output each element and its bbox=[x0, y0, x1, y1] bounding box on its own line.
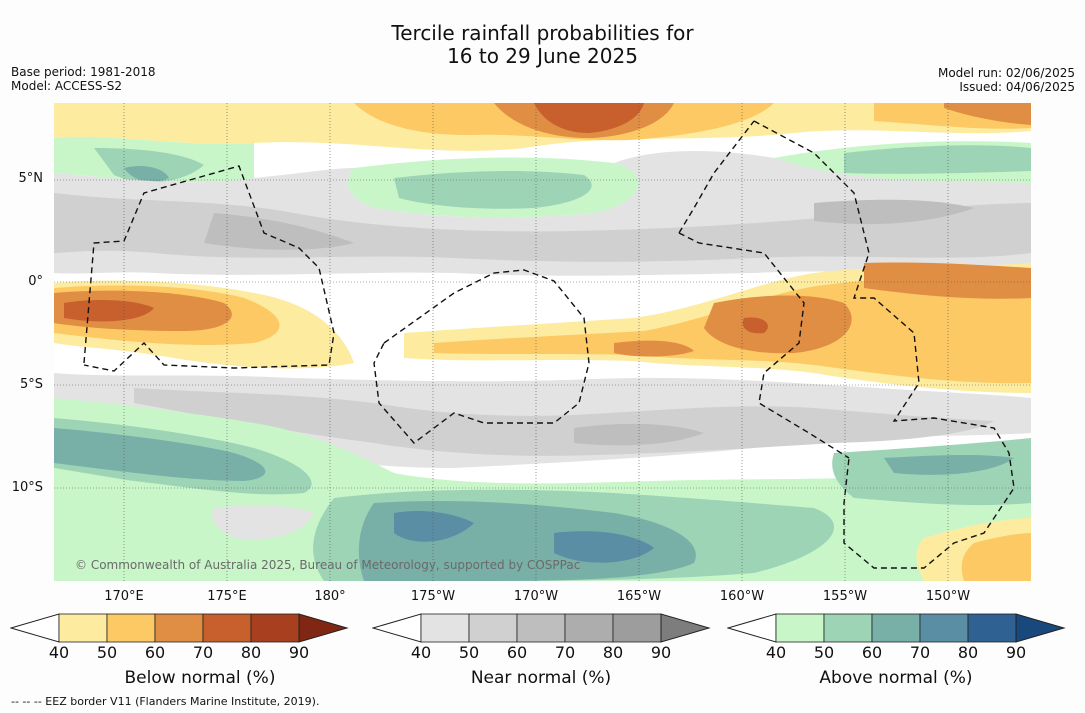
colorbar-label-above-normal: Above normal (%) bbox=[819, 668, 973, 688]
cb1-tick-90: 90 bbox=[650, 643, 672, 662]
colorbar-segment bbox=[871, 613, 921, 643]
cb2-tick-40: 40 bbox=[765, 643, 787, 662]
colorbar-segment bbox=[58, 613, 108, 643]
below-normal-central-peak-2 bbox=[864, 262, 1031, 299]
colorbar-segment bbox=[106, 613, 156, 643]
eez-border-central bbox=[373, 269, 590, 444]
above-normal-north-west-peak bbox=[124, 166, 169, 182]
title-line-2: 16 to 29 June 2025 bbox=[447, 44, 638, 68]
colorbar-segment bbox=[967, 613, 1017, 643]
colorbar-segment bbox=[202, 613, 252, 643]
colorbar-extend-high bbox=[1015, 613, 1066, 643]
model-name: Model: ACCESS-S2 bbox=[11, 79, 123, 93]
colorbar-segment bbox=[564, 613, 614, 643]
above-normal-north-central-core bbox=[394, 171, 592, 209]
colorbar-segment bbox=[919, 613, 969, 643]
cb2-tick-80: 80 bbox=[957, 643, 979, 662]
lon-label-170w: 170°W bbox=[513, 589, 559, 604]
colorbar-extend-high bbox=[298, 613, 349, 643]
near-normal-band-south-core bbox=[134, 388, 994, 456]
cb0-tick-70: 70 bbox=[192, 643, 214, 662]
below-normal-north-max bbox=[534, 103, 644, 133]
issued-date: Issued: 04/06/2025 bbox=[959, 80, 1075, 94]
eez-border-east bbox=[753, 120, 1015, 569]
metadata-left: Base period: 1981-2018 Model: ACCESS-S2 bbox=[11, 65, 156, 93]
near-normal-band-north-peak-2 bbox=[814, 199, 974, 225]
lat-label-5s: 5°S bbox=[19, 377, 43, 392]
below-normal-central-peak-3 bbox=[614, 340, 694, 357]
base-period: Base period: 1981-2018 bbox=[11, 65, 156, 79]
cb2-tick-70: 70 bbox=[909, 643, 931, 662]
colorbar-segment bbox=[420, 613, 470, 643]
colorbar-extend-low bbox=[10, 613, 60, 643]
lat-label-10s: 10°S bbox=[11, 480, 43, 495]
above-normal-south-east-peak bbox=[884, 454, 1014, 475]
eez-footnote: -- -- -- EEZ border V11 (Flanders Marine… bbox=[11, 695, 320, 708]
colorbar-label-below-normal: Below normal (%) bbox=[124, 668, 276, 688]
below-normal-southeast-core bbox=[961, 533, 1031, 581]
cb0-tick-80: 80 bbox=[240, 643, 262, 662]
cb0-tick-90: 90 bbox=[288, 643, 310, 662]
lon-label-165w: 165°W bbox=[616, 589, 662, 604]
lon-label-155w: 155°W bbox=[822, 589, 868, 604]
cb0-tick-60: 60 bbox=[144, 643, 166, 662]
lon-label-175w: 175°W bbox=[410, 589, 456, 604]
lon-label-180: 180° bbox=[314, 589, 346, 604]
lon-label-160w: 160°W bbox=[719, 589, 765, 604]
title-line-1: Tercile rainfall probabilities for bbox=[391, 21, 694, 45]
near-normal-patch-south bbox=[212, 505, 314, 540]
model-run: Model run: 02/06/2025 bbox=[937, 66, 1075, 80]
below-normal-central-max bbox=[742, 317, 768, 334]
cb2-tick-60: 60 bbox=[861, 643, 883, 662]
eez-border-mid bbox=[678, 120, 755, 234]
cb1-tick-40: 40 bbox=[410, 643, 432, 662]
cb2-tick-90: 90 bbox=[1005, 643, 1027, 662]
cb1-tick-50: 50 bbox=[458, 643, 480, 662]
colorbar-segment bbox=[775, 613, 825, 643]
near-normal-band-south-peak bbox=[574, 423, 704, 446]
colorbar-extend-low bbox=[727, 613, 777, 643]
rainfall-map bbox=[54, 103, 1031, 581]
colorbar-segment bbox=[154, 613, 204, 643]
lon-label-175e: 175°E bbox=[207, 589, 247, 604]
colorbar-extend-high bbox=[660, 613, 711, 643]
colorbar-near-normal bbox=[372, 613, 711, 643]
below-normal-northeast-peak bbox=[944, 103, 1031, 125]
above-normal-north-west-core bbox=[94, 148, 204, 183]
colorbar-segment bbox=[250, 613, 300, 643]
cb1-tick-60: 60 bbox=[506, 643, 528, 662]
near-normal-band-north-peak bbox=[204, 213, 354, 250]
lon-label-150w: 150°W bbox=[925, 589, 971, 604]
cb1-tick-70: 70 bbox=[554, 643, 576, 662]
eez-border-mid-2 bbox=[678, 232, 850, 459]
colorbar-segment bbox=[516, 613, 566, 643]
colorbar-ticks: 40 50 60 70 80 90 40 50 60 70 80 90 40 5… bbox=[0, 643, 1085, 667]
map-title: Tercile rainfall probabilities for 16 to… bbox=[0, 22, 1085, 68]
lon-label-170e: 170°E bbox=[104, 589, 144, 604]
colorbar-below-normal bbox=[10, 613, 349, 643]
colorbar-above-normal bbox=[727, 613, 1066, 643]
lat-label-5n: 5°N bbox=[18, 171, 44, 186]
colorbar-segment bbox=[612, 613, 662, 643]
copyright-notice: © Commonwealth of Australia 2025, Bureau… bbox=[75, 558, 581, 572]
cb0-tick-50: 50 bbox=[96, 643, 118, 662]
eez-border-west bbox=[83, 165, 335, 372]
lat-label-0: 0° bbox=[28, 274, 43, 289]
below-normal-central-peak bbox=[704, 295, 852, 354]
above-normal-south-central-max-2 bbox=[554, 531, 654, 563]
cb1-tick-80: 80 bbox=[602, 643, 624, 662]
cb2-tick-50: 50 bbox=[813, 643, 835, 662]
above-normal-north-east-core bbox=[844, 145, 1031, 174]
above-normal-south-central-max bbox=[394, 511, 474, 542]
colorbar-extend-low bbox=[372, 613, 422, 643]
colorbar-label-near-normal: Near normal (%) bbox=[470, 668, 612, 688]
above-normal-south-west-peak bbox=[54, 428, 266, 481]
metadata-right: Model run: 02/06/2025 Issued: 04/06/2025 bbox=[938, 66, 1075, 94]
colorbar-segment bbox=[823, 613, 873, 643]
colorbar-segment bbox=[468, 613, 518, 643]
below-normal-equatorial-west-max bbox=[64, 300, 154, 322]
cb0-tick-40: 40 bbox=[48, 643, 70, 662]
